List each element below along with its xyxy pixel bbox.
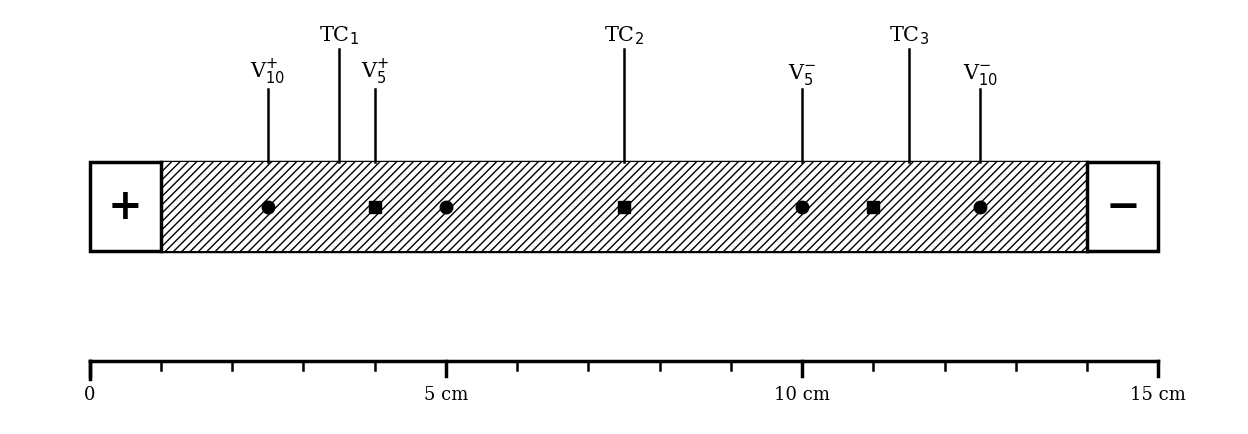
Text: −: − (1106, 186, 1141, 228)
Bar (90, 162, 1158, 251)
Bar (161, 162, 1087, 251)
Text: 5 cm: 5 cm (424, 386, 468, 404)
Text: +: + (107, 186, 142, 228)
Text: 0: 0 (84, 386, 95, 404)
Text: $\mathregular{TC}_{2}$: $\mathregular{TC}_{2}$ (604, 24, 644, 47)
Text: 15 cm: 15 cm (1131, 386, 1187, 404)
Text: $\mathregular{V}_{10}^{-}$: $\mathregular{V}_{10}^{-}$ (962, 62, 998, 87)
Text: $\mathregular{V}_{10}^{+}$: $\mathregular{V}_{10}^{+}$ (250, 58, 286, 87)
Text: $\mathregular{TC}_{1}$: $\mathregular{TC}_{1}$ (319, 24, 359, 47)
Text: $\mathregular{V}_{5}^{-}$: $\mathregular{V}_{5}^{-}$ (787, 62, 816, 87)
Text: 10 cm: 10 cm (774, 386, 830, 404)
Text: $\mathregular{TC}_{3}$: $\mathregular{TC}_{3}$ (889, 24, 929, 47)
Text: $\mathregular{V}_{5}^{+}$: $\mathregular{V}_{5}^{+}$ (361, 58, 388, 87)
